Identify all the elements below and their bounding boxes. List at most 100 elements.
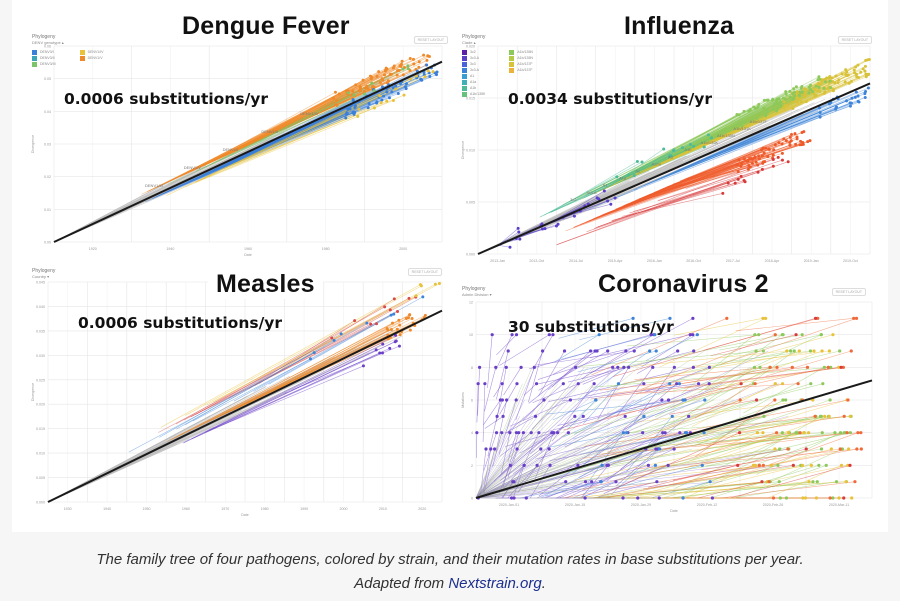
legend-label: A1a xyxy=(470,80,477,84)
branch xyxy=(593,481,780,499)
branch xyxy=(475,448,790,499)
tip-point xyxy=(776,155,780,159)
legend-label: 3c3.A xyxy=(470,56,479,60)
reset-layout-button[interactable]: RESET LAYOUT xyxy=(407,268,442,276)
tip-point xyxy=(551,333,555,337)
legend-item[interactable]: A1b xyxy=(462,85,485,91)
branch xyxy=(475,383,709,499)
tip-point xyxy=(797,93,801,97)
tip-point xyxy=(771,164,775,168)
tip-point xyxy=(489,447,493,451)
branch xyxy=(755,334,834,357)
tip-point xyxy=(806,431,811,435)
tip-point xyxy=(417,65,421,69)
branch xyxy=(475,383,571,499)
tips xyxy=(508,57,871,249)
legend-item[interactable]: DENV1/V xyxy=(79,55,104,61)
legend-item[interactable]: 3c3.A xyxy=(462,55,485,61)
reset-layout-button[interactable]: RESET LAYOUT xyxy=(831,288,866,296)
legend-item[interactable]: A1b/135N xyxy=(509,49,533,55)
branch xyxy=(205,83,401,175)
tip-point xyxy=(766,110,770,114)
tip-point xyxy=(420,78,424,82)
tip-point xyxy=(388,308,392,312)
tip-point xyxy=(622,365,626,369)
branch xyxy=(475,416,520,499)
tip-point xyxy=(398,323,402,327)
branch xyxy=(528,350,543,403)
x-tick-label: 2020 xyxy=(418,507,426,511)
tip-point xyxy=(561,382,565,386)
legend-item[interactable]: A1b/137F xyxy=(509,67,533,73)
color-by-select[interactable]: DENV genotype ▴ xyxy=(32,40,64,45)
caption-line-1: The family tree of four pathogens, color… xyxy=(96,551,804,568)
color-by-select[interactable]: Admin Division ▾ xyxy=(462,292,492,297)
branch xyxy=(593,142,780,219)
legend-item[interactable]: 3c2 xyxy=(462,49,485,55)
color-by-select[interactable]: Clade ▴ xyxy=(462,40,476,45)
legend-item[interactable]: DENV3/II xyxy=(32,55,56,61)
tip-point xyxy=(623,414,627,418)
phylogeny-title: Phylogeny xyxy=(32,34,56,40)
legend-item[interactable]: DENV3/III xyxy=(32,61,56,67)
legend-item[interactable]: 3c3 xyxy=(462,61,485,67)
tip-point xyxy=(576,463,580,467)
tip-point xyxy=(677,382,682,386)
tip-point xyxy=(850,496,854,500)
tip-point xyxy=(721,191,725,195)
branch xyxy=(475,448,772,499)
x-tick-label: 2020-Jan-01 xyxy=(499,503,519,507)
legend-label: A1b/135N xyxy=(517,50,533,54)
tip-point xyxy=(397,69,401,73)
tip-point xyxy=(791,106,795,110)
legend-label: A1b/135N xyxy=(517,56,533,60)
tip-point xyxy=(788,89,792,93)
branch xyxy=(697,481,763,499)
tip-point xyxy=(833,431,837,435)
branch xyxy=(523,383,537,396)
grid xyxy=(53,45,443,243)
legend-item[interactable]: A1b/135N xyxy=(509,55,533,61)
branch xyxy=(475,367,533,499)
reset-layout-button[interactable]: RESET LAYOUT xyxy=(413,36,448,44)
nextstrain-link[interactable]: Nextstrain.org xyxy=(448,575,542,592)
tip-point xyxy=(753,155,757,159)
tip-point xyxy=(391,66,395,70)
legend-item[interactable]: DENV1/IV xyxy=(79,49,104,55)
branch xyxy=(577,465,812,499)
y-axis-label: Divergence xyxy=(31,135,35,153)
branch xyxy=(591,318,727,376)
tip-point xyxy=(535,463,539,467)
tip-point xyxy=(748,108,752,112)
legend-label: DENV3/II xyxy=(40,56,55,60)
tip-point xyxy=(537,431,541,435)
reset-layout-button[interactable]: RESET LAYOUT xyxy=(837,36,872,44)
legend-item[interactable]: A1b/135K xyxy=(462,91,485,97)
tip-point xyxy=(808,349,813,353)
color-by-select[interactable]: Country ▾ xyxy=(32,274,50,279)
legend-item[interactable]: DENV3/I xyxy=(32,49,56,55)
tip-point xyxy=(772,103,776,107)
tip-point xyxy=(494,431,499,435)
tip-point xyxy=(824,463,828,467)
tip-point xyxy=(708,480,712,484)
branch xyxy=(505,416,536,434)
tip-point xyxy=(816,83,820,87)
tip-point xyxy=(331,96,335,100)
legend-item[interactable]: A1b/137F xyxy=(509,61,533,67)
tip-point xyxy=(401,73,405,77)
tip-point xyxy=(410,317,414,321)
legend-item[interactable]: 3c3.A xyxy=(462,67,485,73)
branch xyxy=(475,399,651,499)
tip-point xyxy=(380,351,384,355)
branch xyxy=(723,334,822,358)
legend-item[interactable]: A1a xyxy=(462,79,485,85)
tip-point xyxy=(370,81,374,85)
branch xyxy=(475,465,732,499)
branch xyxy=(161,86,361,186)
tip-point xyxy=(817,106,821,110)
legend-item[interactable]: A1 xyxy=(462,73,485,79)
tip-point xyxy=(766,98,770,102)
legend-swatch xyxy=(79,49,85,55)
branch xyxy=(649,399,849,439)
